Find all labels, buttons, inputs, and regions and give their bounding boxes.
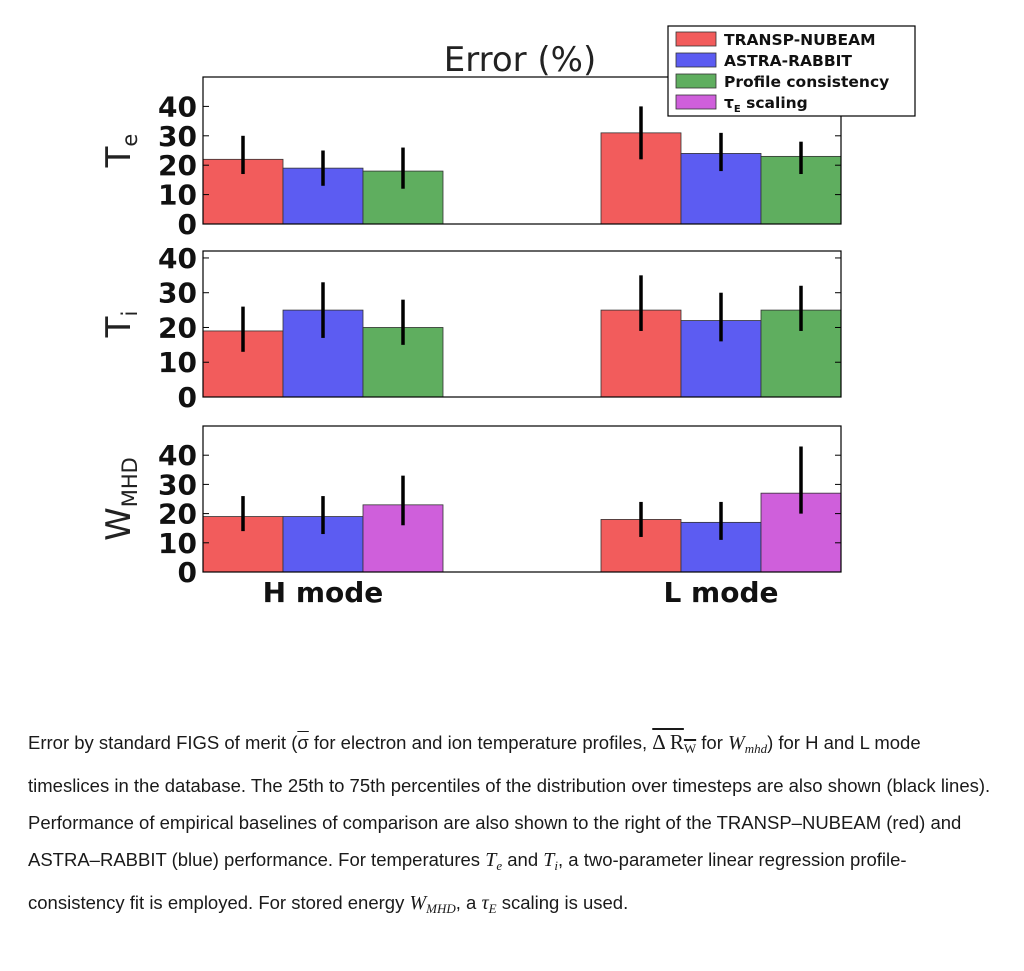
y-tick-label: 20 bbox=[158, 149, 197, 182]
y-tick-label: 30 bbox=[158, 277, 197, 310]
y-axis-label: Te bbox=[99, 134, 142, 169]
y-tick-label: 40 bbox=[158, 242, 197, 275]
figure-caption: Error by standard FIGS of merit (σ for e… bbox=[28, 730, 991, 916]
error-bar-chart: Error (%) 010203040Te010203040Ti01020304… bbox=[99, 25, 916, 609]
plot-frame bbox=[202, 250, 842, 398]
legend-swatch bbox=[675, 73, 717, 89]
plot-frame bbox=[202, 76, 842, 225]
chart-legend: TRANSP-NUBEAM ASTRA-RABBIT Profile consist… bbox=[667, 25, 916, 117]
y-tick-label: 20 bbox=[158, 498, 197, 531]
y-tick-label: 40 bbox=[158, 90, 197, 123]
y-axis-label: WMHD bbox=[99, 457, 142, 541]
y-tick-label: 0 bbox=[178, 381, 197, 414]
legend-label: ASTRA-RABBIT bbox=[724, 52, 852, 70]
y-tick-label: 0 bbox=[178, 208, 197, 241]
legend-swatch bbox=[675, 52, 717, 68]
y-tick-label: 10 bbox=[158, 527, 197, 560]
chart-title: Error (%) bbox=[444, 40, 597, 80]
y-tick-label: 0 bbox=[178, 556, 197, 589]
y-axis-label: Ti bbox=[99, 311, 142, 339]
y-tick-label: 10 bbox=[158, 179, 197, 212]
legend-label: TRANSP-NUBEAM bbox=[724, 31, 876, 49]
legend-swatch bbox=[675, 94, 717, 110]
y-tick-label: 20 bbox=[158, 311, 197, 344]
plot-frame bbox=[202, 425, 842, 573]
y-tick-label: 10 bbox=[158, 346, 197, 379]
legend-swatch bbox=[675, 31, 717, 47]
legend-label: Profile consistency bbox=[724, 73, 889, 91]
legend-label: τE scaling bbox=[724, 94, 808, 115]
y-tick-label: 40 bbox=[158, 439, 197, 472]
x-group-label: H mode bbox=[263, 576, 384, 609]
y-tick-label: 30 bbox=[158, 468, 197, 501]
x-group-label: L mode bbox=[663, 576, 778, 609]
y-tick-label: 30 bbox=[158, 120, 197, 153]
